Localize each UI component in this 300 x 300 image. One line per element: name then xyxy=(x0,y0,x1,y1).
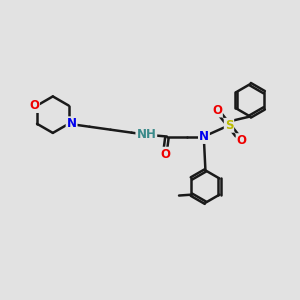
Text: O: O xyxy=(29,99,39,112)
Text: N: N xyxy=(199,130,209,143)
Text: O: O xyxy=(237,134,247,147)
Text: O: O xyxy=(212,103,222,116)
Text: NH: NH xyxy=(136,128,156,141)
Text: N: N xyxy=(67,117,76,130)
Text: O: O xyxy=(160,148,170,161)
Text: S: S xyxy=(225,119,233,132)
